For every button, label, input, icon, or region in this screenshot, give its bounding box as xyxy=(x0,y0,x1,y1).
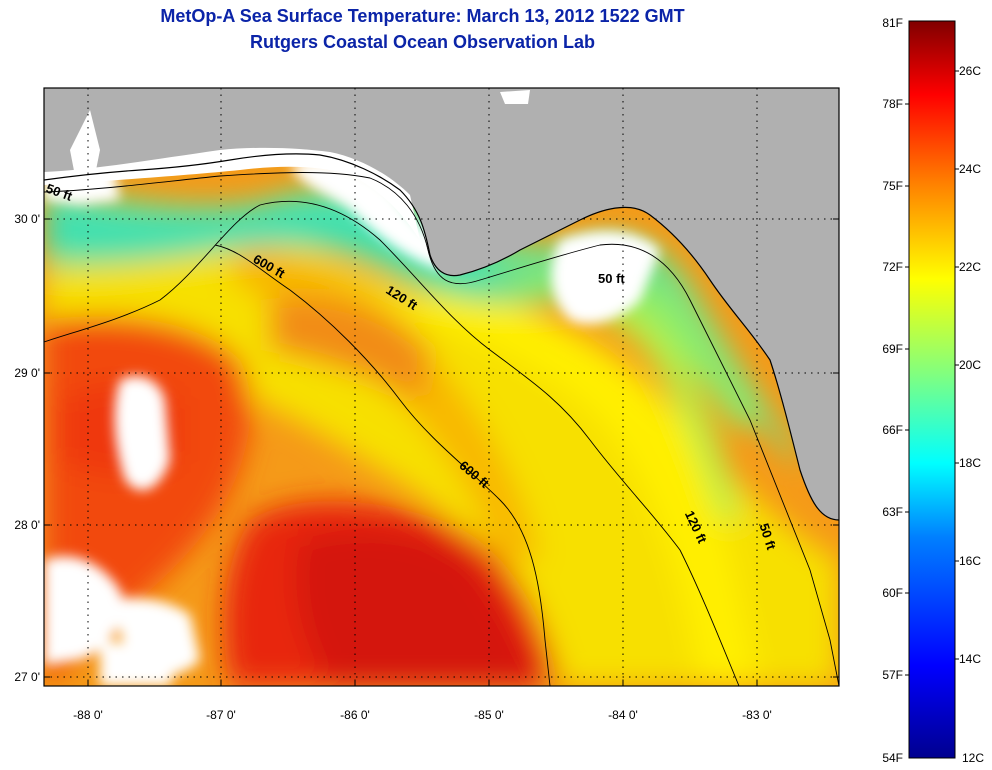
lat-tick-label: 30 0' xyxy=(14,212,40,226)
lat-tick-label: 28 0' xyxy=(14,518,40,532)
contour-120ft xyxy=(44,200,740,686)
lon-tick-label: -85 0' xyxy=(474,708,504,722)
colorbar-c-label: 12C xyxy=(962,751,984,765)
colorbar-f-label: 81F xyxy=(882,16,903,30)
colorbar-c-label: 24C xyxy=(959,162,981,176)
colorbar-f-label: 69F xyxy=(882,342,903,356)
colorbar-f-label: 75F xyxy=(882,179,903,193)
lon-tick-label: -83 0' xyxy=(742,708,772,722)
lat-tick-label: 27 0' xyxy=(14,670,40,684)
contour-600ft xyxy=(214,244,551,686)
map-title: MetOp-A Sea Surface Temperature: March 1… xyxy=(160,6,685,26)
graticule xyxy=(44,88,839,686)
lon-tick-label: -87 0' xyxy=(206,708,236,722)
colorbar-c-label: 18C xyxy=(959,456,981,470)
map-frame xyxy=(43,87,840,687)
colorbar-gradient xyxy=(908,20,956,759)
colorbar-f-label: 54F xyxy=(882,751,903,765)
colorbar-c-label: 22C xyxy=(959,260,981,274)
contour-50ft xyxy=(44,172,839,686)
colorbar-c-label: 26C xyxy=(959,64,981,78)
coastline xyxy=(44,153,839,521)
lon-tick-label: -88 0' xyxy=(73,708,103,722)
map-subtitle: Rutgers Coastal Ocean Observation Lab xyxy=(249,32,596,52)
colorbar-c-label: 20C xyxy=(959,358,981,372)
axis-ticks xyxy=(44,218,839,686)
colorbar: 81F 78F 75F 72F 69F 66F 63F 60F 57F 54F … xyxy=(882,16,984,765)
lon-tick-label: -84 0' xyxy=(608,708,638,722)
cloud-mask xyxy=(44,126,660,686)
lat-tick-label: 29 0' xyxy=(14,366,40,380)
colorbar-f-label: 57F xyxy=(882,668,903,682)
colorbar-f-label: 60F xyxy=(882,586,903,600)
sst-map: 50 ft 50 ft 50 ft 120 ft 120 ft 600 ft 6… xyxy=(44,88,839,686)
contour-label-50ft-east: 50 ft xyxy=(598,271,625,286)
land-mass xyxy=(44,88,839,520)
coastal-cloud xyxy=(44,147,420,240)
colorbar-f-label: 66F xyxy=(882,423,903,437)
lon-tick-label: -86 0' xyxy=(340,708,370,722)
colorbar-f-label: 72F xyxy=(882,260,903,274)
colorbar-f-label: 78F xyxy=(882,97,903,111)
colorbar-c-label: 16C xyxy=(959,554,981,568)
colorbar-f-label: 63F xyxy=(882,505,903,519)
colorbar-c-label: 14C xyxy=(959,652,981,666)
